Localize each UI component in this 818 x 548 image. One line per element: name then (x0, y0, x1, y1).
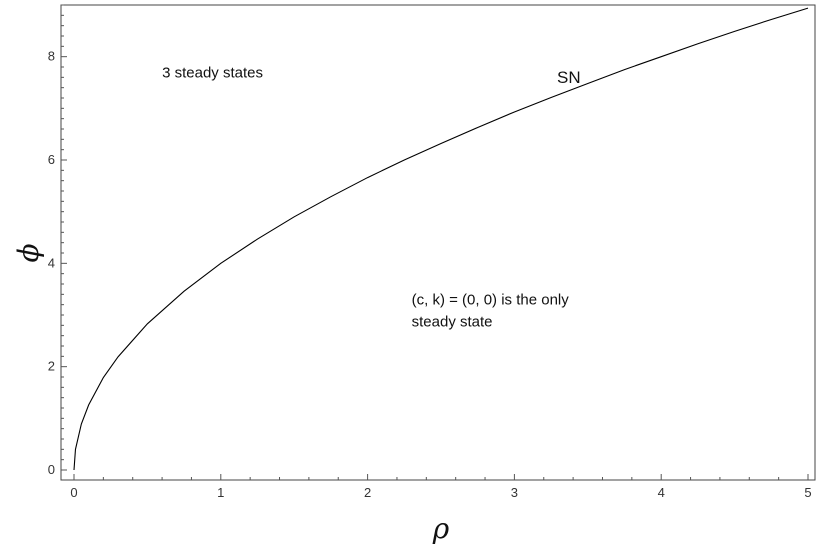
annotation-text: (c, k) = (0, 0) is the only (412, 292, 570, 309)
y-tick-label: 8 (48, 49, 55, 64)
x-axis-title: ρ (432, 512, 450, 545)
y-tick-label: 2 (48, 359, 55, 374)
x-tick-label: 1 (217, 485, 224, 500)
saddle-node-curve (73, 7, 809, 471)
y-tick-label: 4 (48, 255, 55, 270)
annotation-text: steady state (412, 314, 493, 331)
axis-ticks (61, 4, 809, 480)
x-tick-label: 3 (511, 485, 518, 500)
y-tick-label: 6 (48, 152, 55, 167)
x-tick-label: 5 (804, 485, 811, 500)
x-tick-label: 0 (70, 485, 77, 500)
annotation-text: 3 steady states (162, 64, 263, 81)
y-tick-label: 0 (48, 462, 55, 477)
x-tick-label: 4 (658, 485, 665, 500)
x-tick-label: 2 (364, 485, 371, 500)
y-axis-title: ϕ (12, 243, 45, 262)
series-label-sn: SN (557, 68, 581, 87)
tick-labels: 0 1 2 3 4 5 0 2 4 6 8 (48, 49, 812, 500)
annotations: 3 steady states (c, k) = (0, 0) is the on… (162, 64, 569, 330)
